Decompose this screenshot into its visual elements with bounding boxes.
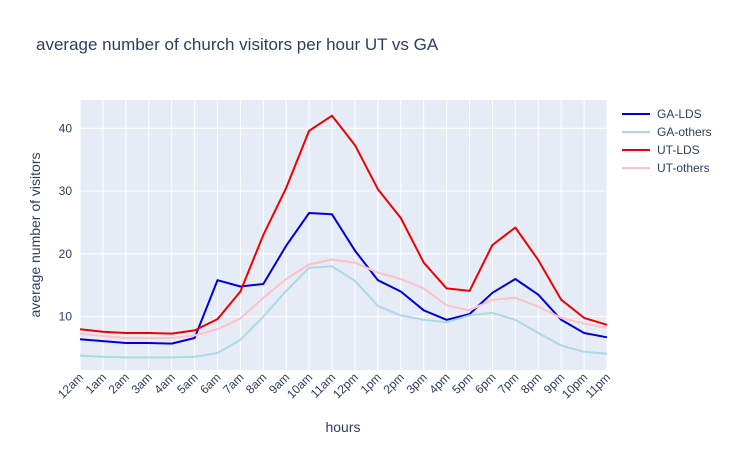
x-tick-label: 2am bbox=[106, 370, 132, 396]
x-tick-label: 3pm bbox=[403, 370, 429, 396]
y-tick-label: 30 bbox=[59, 184, 73, 198]
legend-item-ut-others[interactable]: UT-others bbox=[622, 161, 710, 175]
x-tick-label: 1am bbox=[83, 370, 109, 396]
x-tick-label: 8pm bbox=[518, 370, 544, 396]
legend-item-ut-lds[interactable]: UT-LDS bbox=[622, 143, 700, 157]
series-lines bbox=[79, 114, 608, 359]
x-tick-label: 6pm bbox=[472, 370, 498, 396]
chart-title: average number of church visitors per ho… bbox=[36, 35, 439, 54]
legend-label: UT-others bbox=[657, 161, 710, 175]
x-tick-label: 12am bbox=[55, 370, 86, 401]
x-tick-label: 8am bbox=[243, 370, 269, 396]
series-line-ut-lds[interactable] bbox=[79, 114, 608, 335]
x-tick-label: 7am bbox=[220, 370, 246, 396]
legend[interactable]: GA-LDS GA-others UT-LDS UT-others bbox=[622, 107, 712, 175]
legend-label: UT-LDS bbox=[657, 143, 700, 157]
x-tick-label: 7pm bbox=[495, 370, 521, 396]
plot-area bbox=[80, 100, 607, 370]
y-tick-label: 20 bbox=[59, 247, 73, 261]
legend-item-ga-others[interactable]: GA-others bbox=[622, 125, 712, 139]
x-tick-label: 11pm bbox=[583, 370, 614, 401]
x-axis-title: hours bbox=[325, 419, 360, 435]
series-line-ga-lds[interactable] bbox=[79, 212, 608, 345]
series-line-ut-others[interactable] bbox=[79, 258, 608, 339]
x-tick-label: 5pm bbox=[449, 370, 475, 396]
legend-label: GA-others bbox=[657, 125, 712, 139]
x-tick-label: 6am bbox=[197, 370, 223, 396]
x-tick-label: 4pm bbox=[426, 370, 452, 396]
x-tick-label: 4am bbox=[151, 370, 177, 396]
y-axis-title: average number of visitors bbox=[27, 153, 43, 318]
x-tick-label: 3am bbox=[128, 370, 154, 396]
legend-item-ga-lds[interactable]: GA-LDS bbox=[622, 107, 702, 121]
x-tick-label: 2pm bbox=[380, 370, 406, 396]
x-tick-label: 10am bbox=[284, 370, 315, 401]
y-tick-label: 40 bbox=[59, 121, 73, 135]
x-tick-label: 10pm bbox=[559, 370, 590, 401]
y-axis-ticks: 10 20 30 40 bbox=[59, 121, 73, 323]
x-tick-label: 12pm bbox=[330, 370, 361, 401]
x-tick-label: 1pm bbox=[358, 370, 384, 396]
x-tick-label: 5am bbox=[174, 370, 200, 396]
legend-label: GA-LDS bbox=[657, 107, 702, 121]
y-tick-label: 10 bbox=[59, 310, 73, 324]
series-line-ga-others[interactable] bbox=[79, 265, 608, 359]
x-axis-ticks: 12am1am2am3am4am5am6am7am8am9am10am11am1… bbox=[55, 370, 613, 401]
